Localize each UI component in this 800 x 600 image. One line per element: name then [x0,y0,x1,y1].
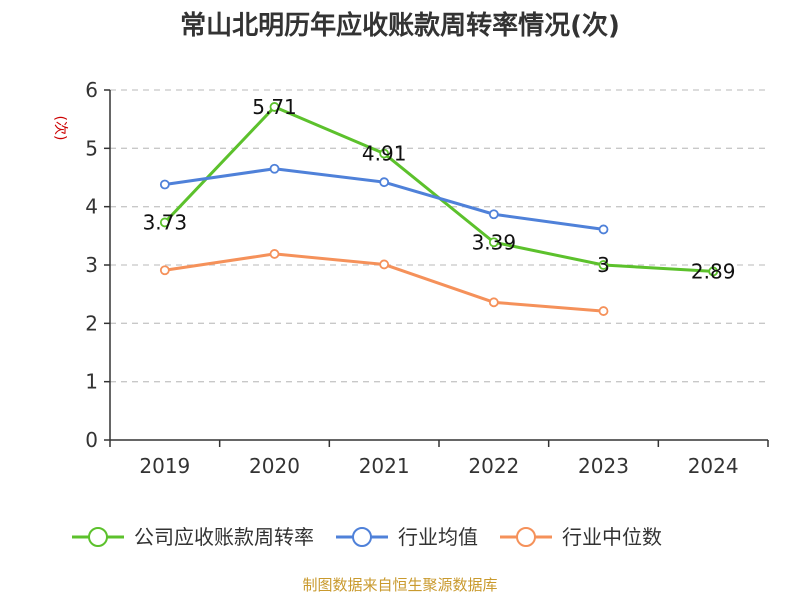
data-point [159,217,170,228]
data-point [269,163,280,174]
y-tick-label: 1 [85,370,98,394]
legend-item-1: 行业均值 [336,525,478,549]
series-line-0 [163,105,715,273]
series-layer [159,102,719,316]
data-label: 5.71 [252,95,297,119]
legend-label: 行业中位数 [562,525,662,549]
data-label: 2.89 [691,259,736,283]
legend-label: 公司应收账款周转率 [134,525,314,549]
data-point [269,249,280,259]
x-tick-label: 2019 [139,454,190,478]
y-tick-label: 4 [85,195,98,219]
data-point [598,306,609,316]
data-point [159,179,170,190]
y-tick-label: 2 [85,311,98,335]
data-point [379,148,390,159]
data-point [488,209,499,220]
y-axis-label: (次) [52,116,68,141]
data-label: 3.73 [143,210,188,234]
x-tick-label: 2022 [468,454,519,478]
chart-title: 常山北明历年应收账款周转率情况(次) [180,10,620,41]
data-point [708,266,719,277]
data-label: 3.39 [472,230,517,254]
data-point [488,297,499,308]
x-tick-label: 2024 [688,454,739,478]
x-tick-label: 2021 [359,454,410,478]
data-point [379,259,390,270]
legend-label: 行业均值 [398,525,478,549]
y-tick-label: 0 [85,428,98,452]
legend-item-2: 行业中位数 [500,525,662,549]
x-tick-label: 2023 [578,454,629,478]
source-note: 制图数据来自恒生聚源数据库 [302,576,497,594]
grid-lines [110,89,768,383]
legend-swatch-marker [516,527,536,547]
axes: 0 1 2 3 4 5 6 2019 2020 2021 2022 2023 2024 [85,78,769,478]
y-tick-label: 6 [85,78,98,102]
data-label: 4.91 [362,142,407,166]
legend-item-0: 公司应收账款周转率 [72,525,314,549]
data-point [598,260,609,270]
data-point [269,102,280,112]
y-tick-label: 5 [85,136,98,160]
y-tick-label: 3 [85,253,98,277]
legend-swatch-marker [88,527,108,547]
data-point [598,224,609,235]
data-label: 3 [597,253,610,277]
legend: 公司应收账款周转率 行业均值 行业中位数 [72,525,662,549]
data-labels: 3.73 5.71 4.91 3.39 3 2.89 [143,95,736,283]
legend-swatch-marker [352,527,372,547]
data-point [488,237,499,248]
data-point [159,265,170,276]
x-tick-label: 2020 [249,454,300,478]
data-point [379,177,390,188]
